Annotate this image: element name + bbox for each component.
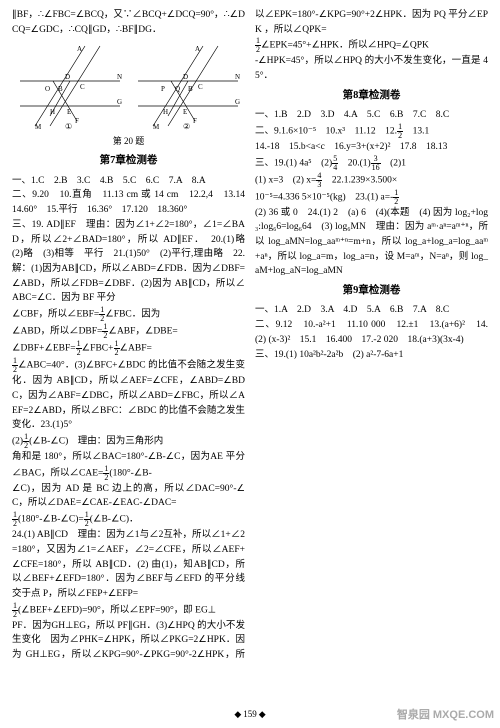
svg-text:B: B: [188, 85, 193, 93]
diagram-caption: 第 20 题: [12, 135, 245, 149]
svg-text:D: D: [183, 73, 188, 81]
svg-text:N: N: [117, 73, 122, 81]
ch7-abc: 12∠ABC=40°．(3)∠BFC+∠BDC 的比值不会随之发生变化．因为 A…: [12, 357, 245, 433]
ch8-sec3-d: (1) x=3 (2) x=43 22.1.239×3.500×: [255, 172, 488, 189]
ch7-23-c: ∠C)，因为 AD 是 BC 边上的高，所以∠DAC=90°-∠C，所以∠DAE…: [12, 482, 245, 511]
svg-text:O: O: [45, 85, 50, 93]
ch9-title: 第9章检测卷: [255, 283, 488, 299]
ch7-section1: 一、1.C 2.B 3.C 4.B 5.C 6.C 7.A 8.A: [12, 174, 245, 189]
ch8-sec3: 三、19.(1) 4a⁵ (2)54 20.(1)316 (2)1: [255, 155, 488, 172]
diagram-1: A N OB D C G H EF M ①: [15, 41, 125, 131]
svg-text:②: ②: [183, 122, 190, 131]
ch9-sec1: 一、1.A 2.D 3.A 4.D 5.A 6.B 7.A 8.C: [255, 303, 488, 318]
ch7-23-2: (2)12(∠B-∠C) 理由：因为三角形内: [12, 433, 245, 450]
ch7-24-end: -∠HPK=45°，所以∠HPQ 的大小不发生变化，一直是 45°．: [255, 54, 488, 83]
ch7-23-main: 角和是 180°，所以∠BAC=180°-∠B-∠C，因为AE 平分∠BAC，所…: [12, 450, 245, 482]
ch8-sec3-f: 10⁻⁵=4.336 5×10⁻⁵(kg) 23.(1) a=-12: [255, 189, 488, 206]
ch8-sec3-g: (2) 36 或 0 24.(1) 2 (a) 6 (4)(本题 (4) 因为 …: [255, 206, 488, 280]
top-paragraph: ∥BF，∴∠FBC=∠BCQ，又∵∠BCQ+∠DCQ=90°，∴∠DCQ=∠GD…: [12, 8, 245, 37]
ch7-23-end: 12(180°-∠B-∠C)=12(∠B-∠C)．: [12, 511, 245, 528]
svg-text:M: M: [153, 123, 160, 131]
svg-text:B: B: [58, 85, 63, 93]
ch7-line-abd: ∠ABD，所以∠DBF=12∠ABF，∠DBE=: [12, 323, 245, 340]
svg-text:M: M: [35, 123, 42, 131]
svg-text:Q: Q: [175, 85, 180, 93]
diagram-2: A N P Q D C G H EF B M ②: [133, 41, 243, 131]
ch7-title: 第7章检测卷: [12, 153, 245, 169]
ch7-section2: 二、9.20 10.直角 11.13 cm 或 14 cm 12.2,4 13.…: [12, 188, 245, 217]
svg-text:①: ①: [65, 122, 72, 131]
ch9-sec2: 二、9.12 10.-a²+1 11.10 000 12.±1 13.(a+6)…: [255, 318, 488, 347]
watermark: 智泉园 MXQE.COM: [397, 707, 494, 724]
svg-text:G: G: [235, 98, 240, 106]
svg-text:P: P: [161, 85, 165, 93]
svg-text:E: E: [183, 108, 187, 116]
svg-text:N: N: [235, 73, 240, 81]
svg-text:H: H: [50, 108, 55, 116]
ch7-24: 24.(1) AB∥CD 理由：因为∠1与∠2互补，所以∠1+∠2=180°，又…: [12, 528, 245, 602]
ch8-title: 第8章检测卷: [255, 88, 488, 104]
ch7-line-cbf: ∠CBF，所以∠EBF=12∠FBC．因为: [12, 306, 245, 323]
ch7-sec3-start: 三、19. AD∥EF 理由：因为∠1+∠2=180°，∠1=∠BAD，所以∠2…: [12, 218, 245, 306]
svg-text:A: A: [77, 45, 82, 53]
svg-text:F: F: [75, 117, 79, 125]
diagram-container: AN OB DC GH EF M ① AN PQ DC GH EF B M ②: [12, 41, 245, 131]
svg-text:D: D: [65, 73, 70, 81]
ch8-sec2-c: 14.-18 15.b<a<c 16.y=3+(x+2)² 17.8 18.13: [255, 140, 488, 155]
ch8-sec1: 一、1.B 2.D 3.D 4.A 5.C 6.B 7.C 8.C: [255, 108, 488, 123]
page-number: 159: [234, 708, 265, 722]
ch7-24-bef: 12(∠BEF+∠EFD)=90°，所以∠EPF=90°，即 EG⊥: [12, 602, 245, 619]
ch8-sec2: 二、9.1.6×10⁻⁵ 10.x³ 11.12 12.12 13.1: [255, 123, 488, 140]
ch7-24-epk: 12∠EPK=45°+∠HPK．所以∠HPQ=∠QPK: [255, 37, 488, 54]
svg-text:E: E: [67, 108, 71, 116]
ch9-sec3: 三、19.(1) 10a²b²-2a²b (2) a²-7-6a+1: [255, 348, 488, 363]
ch7-line-dbf: ∠DBF+∠EBF=12∠FBC+12∠ABF=: [12, 340, 245, 357]
svg-text:F: F: [193, 117, 197, 125]
svg-text:C: C: [198, 83, 203, 91]
svg-text:C: C: [80, 83, 85, 91]
svg-text:A: A: [195, 45, 200, 53]
svg-text:H: H: [163, 108, 168, 116]
svg-text:G: G: [117, 98, 122, 106]
